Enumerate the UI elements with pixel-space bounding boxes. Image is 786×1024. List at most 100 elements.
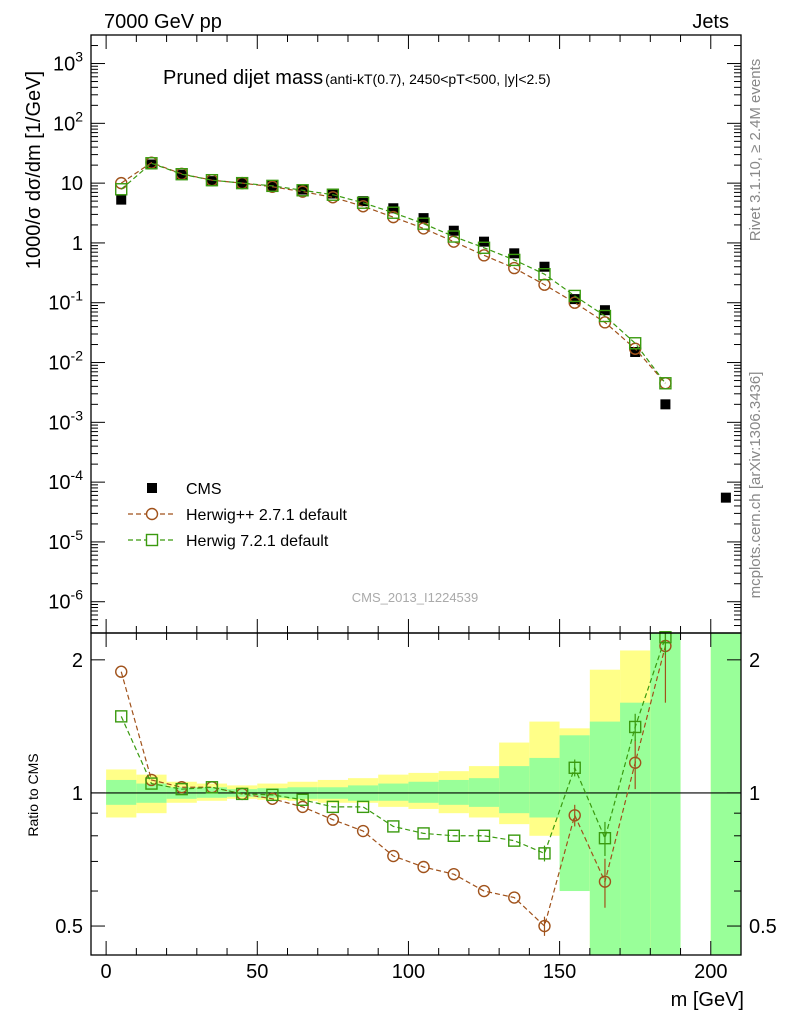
main-y-tick-label: 10-6	[48, 587, 83, 614]
ratio-herwig7-point	[175, 782, 188, 796]
ratio-herwig7-point	[115, 710, 128, 723]
herwig7-point	[235, 176, 249, 190]
herwig7-point	[538, 268, 551, 281]
ratio-y-tick-label: 0.5	[55, 916, 83, 938]
ratio-herwigpp-point	[356, 824, 370, 838]
ratio-herwigpp-point	[628, 756, 642, 769]
plot-title-main: Pruned dijet mass	[163, 67, 323, 89]
main-y-tick-label: 103	[53, 49, 83, 76]
legend-label: CMS	[186, 481, 222, 498]
herwig7-point	[326, 188, 340, 201]
legend-marker-herwigpp	[145, 507, 159, 521]
cms-data-point	[388, 203, 399, 214]
herwig7-point	[145, 157, 158, 170]
cms-data-point	[327, 188, 338, 199]
herwigpp-point	[477, 249, 491, 262]
herwigpp-point	[598, 316, 612, 329]
cms-data-point	[297, 184, 308, 195]
ratio-y-tick-label-right: 0.5	[749, 916, 777, 938]
cms-data-point	[539, 261, 550, 272]
main-y-axis-label: 1000/σ dσ/dm [1/GeV]	[23, 71, 45, 269]
ratio-herwigpp-point	[538, 919, 551, 933]
main-y-tick-label: 10-3	[48, 407, 83, 434]
herwig7-point	[628, 337, 642, 350]
cms-data-point	[116, 194, 127, 205]
ratio-herwig7-point	[205, 781, 219, 794]
ratio-uncertainty-bands	[106, 633, 741, 955]
herwig7-point	[115, 183, 128, 196]
main-y-tick-label: 10-4	[48, 467, 83, 494]
ratio-panel: 0 50 100 150 200 0.5 0.5 1 1 2 2	[55, 631, 777, 983]
cms-data-point	[509, 248, 520, 259]
legend-marker-herwig7	[145, 533, 159, 547]
ratio-herwig7-point	[568, 761, 581, 774]
x-axis-label: m [GeV]	[671, 989, 744, 1011]
ratio-herwigpp-point	[296, 800, 309, 814]
ratio-herwig7-point	[387, 820, 400, 833]
main-y-tick-label: 10-1	[48, 288, 83, 315]
herwig7-point	[205, 173, 219, 187]
ratio-band-inner	[529, 757, 560, 818]
rivet-label: Rivet 3.1.10, ≥ 2.4M events	[747, 59, 764, 242]
x-tick-label: 50	[246, 961, 268, 983]
herwig7-point	[266, 179, 279, 193]
ratio-herwig7-point	[145, 777, 158, 790]
ratio-herwig7-point	[477, 829, 491, 842]
ratio-herwig7-point	[296, 793, 309, 806]
analysis-watermark: CMS_2013_I1224539	[352, 590, 479, 605]
ratio-herwigpp-point	[115, 665, 128, 678]
x-tick-label: 200	[694, 961, 727, 983]
x-tick-label: 100	[392, 961, 425, 983]
main-y-tick-label: 10-5	[48, 527, 83, 554]
main-y-tick-label: 102	[53, 108, 83, 135]
legend: CMS Herwig++ 2.7.1 default Herwig 7.2.1 de…	[128, 481, 348, 550]
plot-title: Pruned dijet mass (anti-kT(0.7), 2450<pT<…	[163, 67, 551, 89]
ratio-herwig7-point	[659, 631, 672, 644]
series-line-1	[120, 161, 666, 384]
herwigpp-point	[417, 222, 430, 235]
ratio-herwigpp-point	[598, 875, 612, 888]
ratio-herwig7-point	[326, 800, 340, 814]
header-beam-label: 7000 GeV pp	[104, 11, 222, 33]
herwig7-point	[175, 168, 188, 181]
cms-data-point	[146, 159, 157, 170]
herwigpp-point	[508, 261, 521, 275]
ratio-herwigpp-point	[447, 867, 460, 881]
ratio-band-inner	[378, 783, 409, 801]
herwig7-point	[508, 253, 521, 267]
ratio-herwigpp-point	[326, 813, 340, 826]
herwig7-point	[477, 241, 491, 254]
ratio-y-tick-label-right: 1	[749, 783, 760, 805]
cms-data-point	[720, 492, 731, 503]
herwig7-point	[598, 309, 612, 323]
herwig7-point	[659, 377, 672, 390]
header-process-label: Jets	[692, 11, 729, 33]
cms-data-point	[206, 176, 217, 187]
main-panel: 10-6 10-5 10-4 10-3 10-2 10-1 1 10 102 103	[48, 34, 742, 634]
legend-marker-cms	[147, 483, 157, 493]
plot-title-cuts: (anti-kT(0.7), 2450<pT<500, |y|<2.5)	[325, 71, 551, 87]
ratio-herwig7-point	[628, 720, 642, 734]
ratio-herwigpp-point	[508, 891, 521, 904]
cms-data-point	[569, 294, 580, 305]
herwig7-point	[447, 230, 460, 243]
herwig7-point	[296, 184, 309, 197]
ratio-y-tick-label-right: 2	[749, 650, 760, 672]
ratio-herwigpp-point	[417, 860, 430, 874]
ratio-herwig7-point	[598, 832, 612, 845]
legend-label: Herwig 7.2.1 default	[186, 533, 329, 550]
ratio-herwigpp-point	[477, 884, 491, 898]
cms-data-point	[630, 347, 641, 358]
ratio-herwig7-point	[417, 827, 430, 840]
herwig7-point	[417, 217, 430, 230]
ratio-band-inner	[710, 633, 741, 955]
x-tick-label: 150	[543, 961, 576, 983]
series-line-2	[120, 162, 666, 384]
ratio-herwig7-point	[356, 800, 370, 814]
ratio-herwig7-point	[447, 829, 460, 842]
ratio-plot-frame	[90, 632, 742, 956]
legend-label: Herwig++ 2.7.1 default	[186, 507, 348, 524]
ratio-herwigpp-point	[568, 809, 581, 822]
ratio-herwig7-point	[508, 834, 521, 847]
